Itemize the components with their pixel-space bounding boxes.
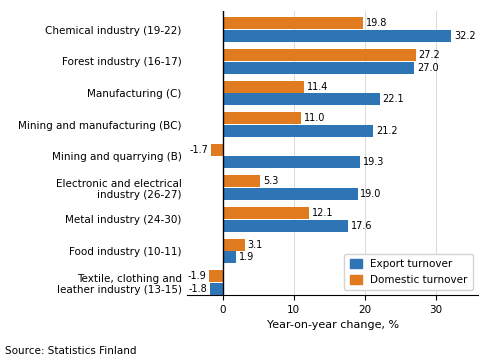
Text: 19.8: 19.8 [366, 18, 387, 28]
Bar [223, 30, 451, 42]
Text: 17.6: 17.6 [351, 221, 372, 231]
Text: 32.2: 32.2 [454, 31, 476, 41]
Text: 27.2: 27.2 [419, 50, 440, 60]
Text: 5.3: 5.3 [263, 176, 279, 186]
Bar [223, 112, 301, 124]
Text: 19.3: 19.3 [362, 157, 384, 167]
Text: Source: Statistics Finland: Source: Statistics Finland [5, 346, 137, 356]
Bar [223, 251, 236, 263]
Bar [223, 239, 245, 251]
Text: 11.0: 11.0 [304, 113, 325, 123]
Text: 12.1: 12.1 [312, 208, 333, 218]
Text: 21.2: 21.2 [376, 126, 398, 136]
Bar [223, 81, 304, 93]
Bar [211, 144, 223, 156]
Text: -1.8: -1.8 [188, 284, 207, 294]
Bar [210, 283, 223, 295]
Text: 19.0: 19.0 [360, 189, 382, 199]
Text: 1.9: 1.9 [239, 252, 254, 262]
Text: 27.0: 27.0 [417, 63, 439, 73]
Text: 22.1: 22.1 [383, 94, 404, 104]
Bar [223, 220, 348, 232]
Text: -1.9: -1.9 [188, 271, 207, 281]
Text: 3.1: 3.1 [247, 240, 263, 249]
Bar [223, 49, 416, 61]
Bar [223, 175, 260, 188]
Bar [223, 62, 414, 74]
Bar [223, 188, 357, 200]
Bar [223, 93, 380, 105]
Bar [223, 125, 373, 137]
Text: 11.4: 11.4 [307, 82, 328, 92]
Bar [223, 17, 363, 30]
Text: -1.7: -1.7 [189, 145, 208, 155]
Bar [223, 157, 360, 168]
X-axis label: Year-on-year change, %: Year-on-year change, % [267, 320, 399, 330]
Bar [210, 270, 223, 282]
Bar [223, 207, 309, 219]
Legend: Export turnover, Domestic turnover: Export turnover, Domestic turnover [345, 254, 473, 290]
